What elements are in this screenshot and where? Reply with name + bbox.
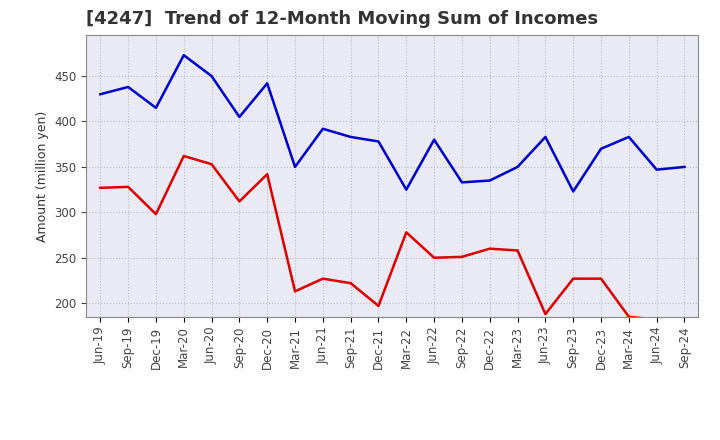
Y-axis label: Amount (million yen): Amount (million yen) xyxy=(36,110,49,242)
Net Income xyxy=(207,161,216,167)
Net Income xyxy=(291,289,300,294)
Net Income xyxy=(541,312,550,317)
Net Income xyxy=(652,317,661,322)
Net Income xyxy=(96,185,104,191)
Ordinary Income xyxy=(318,126,327,132)
Ordinary Income xyxy=(597,146,606,151)
Ordinary Income xyxy=(430,137,438,142)
Ordinary Income xyxy=(513,164,522,169)
Ordinary Income xyxy=(152,105,161,110)
Net Income xyxy=(597,276,606,281)
Line: Ordinary Income: Ordinary Income xyxy=(100,55,685,191)
Ordinary Income xyxy=(235,114,243,120)
Net Income xyxy=(402,230,410,235)
Ordinary Income xyxy=(207,73,216,79)
Net Income xyxy=(374,303,383,308)
Ordinary Income xyxy=(124,84,132,90)
Ordinary Income xyxy=(458,180,467,185)
Ordinary Income xyxy=(680,164,689,169)
Text: [4247]  Trend of 12-Month Moving Sum of Incomes: [4247] Trend of 12-Month Moving Sum of I… xyxy=(86,10,598,28)
Ordinary Income xyxy=(374,139,383,144)
Ordinary Income xyxy=(624,134,633,139)
Net Income xyxy=(430,255,438,260)
Ordinary Income xyxy=(541,134,550,139)
Net Income xyxy=(569,276,577,281)
Net Income xyxy=(624,314,633,319)
Net Income xyxy=(318,276,327,281)
Net Income xyxy=(235,199,243,204)
Net Income xyxy=(124,184,132,190)
Net Income xyxy=(485,246,494,251)
Net Income xyxy=(346,281,355,286)
Ordinary Income xyxy=(569,189,577,194)
Ordinary Income xyxy=(346,134,355,139)
Ordinary Income xyxy=(263,81,271,86)
Ordinary Income xyxy=(291,164,300,169)
Net Income xyxy=(458,254,467,260)
Net Income xyxy=(513,248,522,253)
Ordinary Income xyxy=(179,52,188,58)
Net Income xyxy=(179,154,188,159)
Line: Net Income: Net Income xyxy=(100,156,657,319)
Net Income xyxy=(152,212,161,217)
Ordinary Income xyxy=(402,187,410,192)
Net Income xyxy=(263,172,271,177)
Ordinary Income xyxy=(485,178,494,183)
Ordinary Income xyxy=(96,92,104,97)
Ordinary Income xyxy=(652,167,661,172)
